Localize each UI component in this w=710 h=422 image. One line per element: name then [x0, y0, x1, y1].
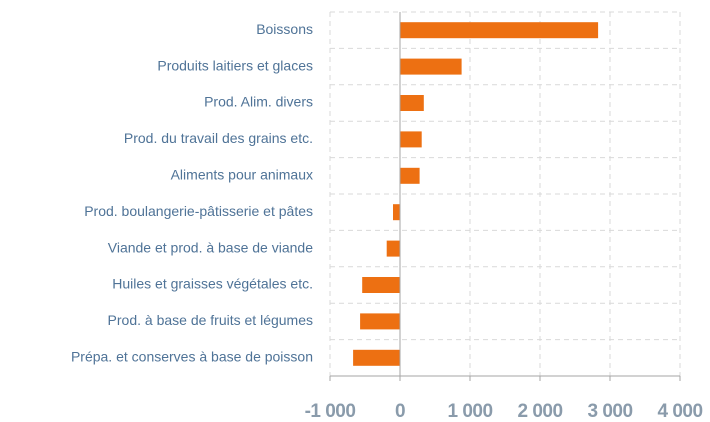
bar	[400, 167, 420, 184]
category-label: Aliments pour animaux	[171, 167, 313, 183]
bar	[386, 240, 400, 257]
x-tick-label: -1 000	[305, 401, 356, 422]
bar	[393, 204, 400, 221]
category-label: Prod. boulangerie-pâtisserie et pâtes	[84, 203, 313, 219]
x-tick-label: 3 000	[587, 401, 632, 422]
category-label: Produits laitiers et glaces	[157, 57, 313, 73]
category-label: Viande et prod. à base de viande	[108, 239, 313, 255]
bar	[400, 22, 599, 39]
category-label: Prod. du travail des grains etc.	[124, 130, 313, 146]
x-tick-label: 1 000	[447, 401, 492, 422]
category-label: Prépa. et conserves à base de poisson	[71, 349, 313, 365]
x-tick-label: 0	[395, 401, 405, 422]
bar	[360, 313, 400, 330]
category-label: Prod. Alim. divers	[204, 94, 313, 110]
category-label: Prod. à base de fruits et légumes	[108, 312, 313, 328]
category-label: Huiles et graisses végétales etc.	[112, 276, 313, 292]
category-label: Boissons	[256, 21, 313, 37]
bar	[400, 95, 424, 111]
bar	[362, 277, 400, 293]
bar	[400, 131, 422, 148]
x-tick-label: 4 000	[657, 401, 702, 422]
bar	[400, 58, 462, 75]
bar	[353, 349, 400, 366]
x-tick-label: 2 000	[517, 401, 562, 422]
